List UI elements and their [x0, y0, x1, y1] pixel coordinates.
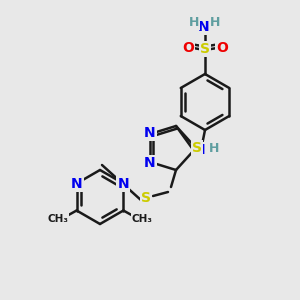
Text: O: O [216, 41, 228, 55]
Text: S: S [141, 191, 151, 205]
Text: N: N [144, 126, 156, 140]
Text: N: N [194, 143, 206, 157]
Text: N: N [144, 156, 156, 170]
Text: CH₃: CH₃ [132, 214, 153, 224]
Text: S: S [200, 42, 210, 56]
Text: H: H [189, 16, 199, 28]
Text: H: H [210, 16, 220, 28]
Text: N: N [71, 176, 82, 190]
Text: N: N [118, 176, 129, 190]
Text: S: S [192, 141, 202, 155]
Text: H: H [209, 142, 219, 154]
Text: N: N [198, 20, 210, 34]
Text: O: O [182, 41, 194, 55]
Text: CH₃: CH₃ [47, 214, 68, 224]
